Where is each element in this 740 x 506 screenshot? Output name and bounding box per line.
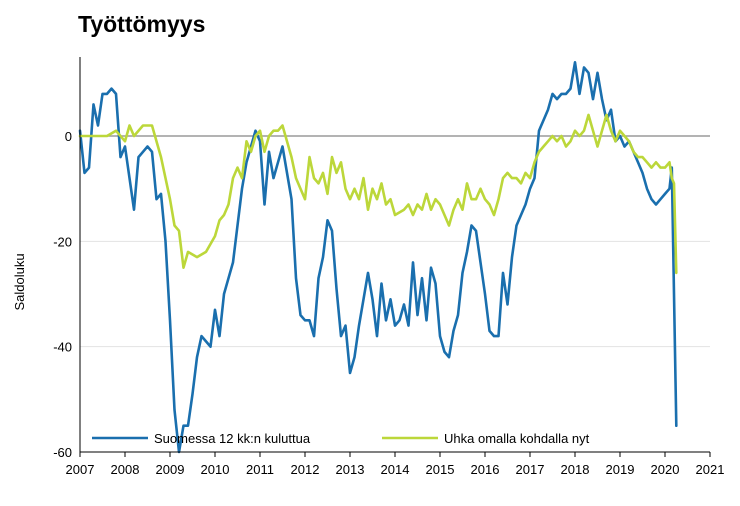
x-tick-label: 2021 bbox=[696, 462, 725, 477]
x-tick-label: 2012 bbox=[291, 462, 320, 477]
y-axis-label: Saldoluku bbox=[12, 253, 27, 310]
x-tick-label: 2009 bbox=[156, 462, 185, 477]
x-tick-label: 2008 bbox=[111, 462, 140, 477]
axes bbox=[79, 57, 711, 457]
legend: Suomessa 12 kk:n kuluttua Uhka omalla koh… bbox=[92, 431, 590, 446]
y-tick-label: -20 bbox=[53, 234, 72, 249]
x-tick-label: 2017 bbox=[516, 462, 545, 477]
chart-title: Työttömyys bbox=[78, 11, 205, 37]
series-line-1 bbox=[78, 61, 678, 454]
x-tick-label: 2018 bbox=[561, 462, 590, 477]
y-tick-label: 0 bbox=[65, 129, 72, 144]
y-tick-labels: 0 -20 -40 -60 bbox=[53, 129, 72, 460]
y-tick-label: -60 bbox=[53, 445, 72, 460]
legend-entry: Suomessa 12 kk:n kuluttua bbox=[154, 431, 311, 446]
x-tick-label: 2013 bbox=[336, 462, 365, 477]
x-tick-label: 2010 bbox=[201, 462, 230, 477]
x-tick-labels: 2007 2008 2009 2010 2011 2012 2013 2014 2015 2016… bbox=[66, 462, 725, 477]
x-tick-label: 2016 bbox=[471, 462, 500, 477]
x-tick-label: 2007 bbox=[66, 462, 95, 477]
y-tick-label: -40 bbox=[53, 340, 72, 355]
series-lines bbox=[78, 61, 678, 454]
series-line-2 bbox=[78, 113, 678, 275]
x-tick-label: 2011 bbox=[246, 462, 274, 477]
x-tick-label: 2019 bbox=[606, 462, 635, 477]
x-tick-label: 2020 bbox=[651, 462, 680, 477]
x-tick-label: 2015 bbox=[426, 462, 455, 477]
legend-entry: Uhka omalla kohdalla nyt bbox=[444, 431, 590, 446]
x-tick-label: 2014 bbox=[381, 462, 410, 477]
